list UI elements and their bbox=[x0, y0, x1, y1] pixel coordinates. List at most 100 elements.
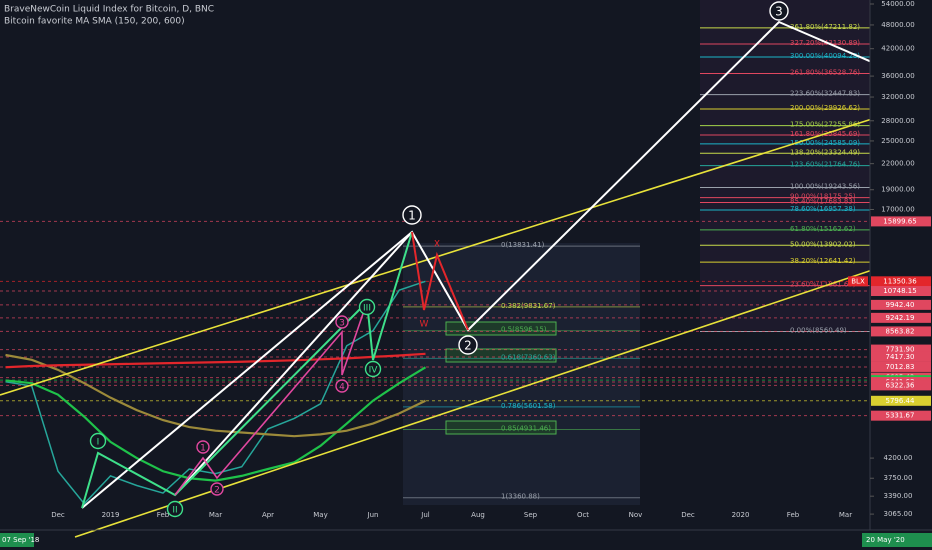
fib-label: 0(13831.41) bbox=[501, 241, 545, 249]
fib-label: 50.00%(13902.02) bbox=[790, 240, 856, 248]
wave-marker bbox=[358, 298, 376, 316]
y-tick-label: 22000.00 bbox=[881, 160, 914, 168]
fib-label: 261.80%(36528.76) bbox=[790, 69, 860, 77]
y-tick-label: 19000.00 bbox=[881, 186, 914, 194]
x-tick-label: Sep bbox=[524, 511, 538, 519]
x-tick-label: Dec bbox=[51, 511, 65, 519]
wave-label: 1 bbox=[408, 209, 416, 223]
indicator-label: Bitcoin favorite MA SMA (150, 200, 600) bbox=[4, 17, 185, 27]
price-tag bbox=[871, 351, 931, 362]
wave-label: 2 bbox=[464, 339, 472, 353]
price-tag bbox=[871, 216, 931, 227]
y-tick-label: 3390.00 bbox=[884, 492, 913, 500]
wave-marker bbox=[89, 432, 107, 450]
x-tick-label: 2020 bbox=[732, 511, 750, 519]
price-tag bbox=[871, 326, 931, 337]
wave-label: 3 bbox=[775, 5, 783, 19]
fib-label: 0.5(8596.15) bbox=[501, 326, 547, 334]
x-tick-label: 2019 bbox=[102, 511, 120, 519]
y-tick-label: 48000.00 bbox=[881, 21, 914, 29]
fib-label: 85.40%(17683.83) bbox=[790, 197, 856, 205]
wave-marker bbox=[458, 335, 478, 355]
fib-label: 90.00%(18175.25) bbox=[790, 193, 856, 201]
price-tag bbox=[871, 299, 931, 310]
y-tick-label: 3065.00 bbox=[884, 510, 913, 518]
fib-label: 0.00%(8560.49) bbox=[790, 326, 847, 334]
y-tick-label: 28000.00 bbox=[881, 117, 914, 125]
chart-title: BraveNewCoin Liquid Index for Bitcoin, D… bbox=[4, 5, 214, 15]
price-tag-label: 8563.82 bbox=[886, 327, 915, 335]
wave-marker bbox=[335, 379, 349, 393]
wave-marker bbox=[335, 315, 349, 329]
price-tag bbox=[871, 312, 931, 323]
wave-path bbox=[81, 231, 413, 509]
price-tag bbox=[871, 395, 931, 406]
price-axis bbox=[870, 0, 932, 550]
x-tick-label: Mar bbox=[839, 511, 852, 519]
fib-label: 175.00%(27255.86) bbox=[790, 121, 860, 129]
wave-path bbox=[411, 231, 469, 331]
series-line bbox=[5, 352, 426, 369]
price-tag bbox=[871, 344, 931, 355]
x-tick-label: Oct bbox=[577, 511, 589, 519]
x-tick-label: Apr bbox=[262, 511, 274, 519]
price-tag bbox=[871, 361, 931, 372]
symbol-tag bbox=[848, 276, 868, 287]
fib-label: 361.80%(47211.82) bbox=[790, 23, 860, 31]
price-tag-label: 15899.65 bbox=[883, 217, 916, 225]
wave-label: I bbox=[97, 438, 100, 448]
fib-label: 61.80%(15162.62) bbox=[790, 225, 856, 233]
price-tag bbox=[871, 380, 931, 391]
x-tick-label: May bbox=[313, 511, 327, 519]
fib-label: 0.85(4931.46) bbox=[501, 425, 551, 433]
date-tag bbox=[862, 533, 932, 547]
target-box bbox=[445, 420, 557, 435]
price-tag bbox=[871, 276, 931, 287]
wave-marker bbox=[210, 482, 224, 496]
x-tick-label: Aug bbox=[471, 511, 485, 519]
wave-label: III bbox=[363, 304, 371, 314]
x-tick-label: Jun bbox=[367, 511, 379, 519]
wave-label: IV bbox=[369, 366, 379, 376]
date-tag bbox=[0, 533, 34, 547]
y-tick-label: 42000.00 bbox=[881, 45, 914, 53]
price-tag-label: 11350.36 bbox=[883, 277, 917, 285]
wave-label: 4 bbox=[339, 383, 345, 393]
fib-label: 38.20%(12641.42) bbox=[790, 257, 856, 265]
price-tag-label: 7417.30 bbox=[886, 353, 915, 361]
wave-marker bbox=[402, 205, 422, 225]
symbol-label: BLX bbox=[851, 277, 865, 285]
date-label: 20 May '20 bbox=[866, 536, 905, 544]
wave-label: 1 bbox=[200, 444, 206, 454]
y-tick-label: 32000.00 bbox=[881, 93, 914, 101]
wave-path bbox=[174, 301, 368, 496]
price-tag-label: 10748.15 bbox=[883, 287, 916, 295]
fib-label: 223.60%(32447.83) bbox=[790, 90, 860, 98]
x-tick-label: Nov bbox=[629, 511, 643, 519]
price-tag-label: 5796.44 bbox=[886, 397, 915, 405]
x-tick-label: Jul bbox=[420, 511, 430, 519]
fib-label: 300.00%(40094.28) bbox=[790, 52, 860, 60]
price-tag-label: 9242.19 bbox=[886, 314, 915, 322]
price-tag-label: 5331.67 bbox=[886, 412, 915, 420]
retracement-zone bbox=[403, 243, 640, 505]
fib-label: 100.00%(19243.56) bbox=[790, 182, 860, 190]
price-tag-label: 7012.83 bbox=[886, 363, 915, 371]
wave-label: 3 bbox=[339, 319, 345, 329]
y-tick-label: 54000.00 bbox=[881, 0, 914, 8]
y-tick-label: 36000.00 bbox=[881, 72, 914, 80]
wave-label: 2 bbox=[214, 486, 220, 496]
series-line bbox=[5, 280, 426, 505]
trendline bbox=[0, 99, 932, 396]
wave-marker bbox=[364, 360, 382, 378]
y-tick-label: 25000.00 bbox=[881, 137, 914, 145]
wave-label: II bbox=[172, 506, 177, 516]
fib-label: 200.00%(29926.62) bbox=[790, 104, 860, 112]
y-tick-label: 3750.00 bbox=[884, 474, 913, 482]
fib-label: 123.60%(21764.76) bbox=[790, 161, 860, 169]
fib-label: 138.20%(23324.49) bbox=[790, 148, 860, 156]
price-tag-label: 6322.36 bbox=[886, 381, 915, 389]
x-tick-label: Mar bbox=[209, 511, 222, 519]
fib-label: 150.00%(24585.09) bbox=[790, 139, 860, 147]
